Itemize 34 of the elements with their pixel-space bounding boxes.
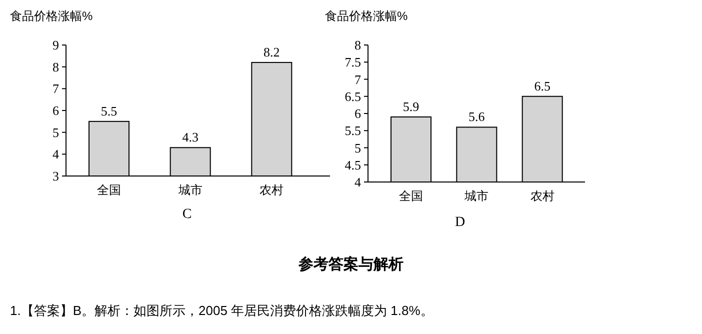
data-label: 6.5 [534, 78, 550, 94]
x-axis-title: C [182, 207, 192, 222]
y-tick-label: 4.5 [344, 157, 361, 172]
y-tick-label: 5 [52, 124, 59, 140]
data-label: 5.9 [402, 98, 420, 114]
x-axis-title: D [454, 215, 466, 230]
x-tick-label: 农村 [260, 183, 284, 197]
y-tick-label: 6 [354, 106, 362, 121]
y-axis-title: 食品价格涨幅% [10, 9, 93, 23]
x-tick-label: 农村 [530, 189, 554, 203]
data-label: 8.2 [264, 44, 280, 60]
data-label: 4.3 [182, 130, 198, 145]
y-tick-label: 6.5 [344, 88, 361, 104]
y-tick-label: 7.5 [344, 54, 361, 70]
y-tick-label: 4 [52, 146, 60, 162]
text: 1.【答案】B。解析：如图所示，2005 年居民消费价格涨跌幅度为 1.8%。 [10, 303, 434, 318]
y-tick-label: 8 [52, 59, 59, 74]
x-tick-label: 城市 [177, 183, 202, 197]
x-tick-label: 城市 [464, 189, 489, 203]
y-tick-label: 3 [52, 168, 59, 184]
text: 参考答案与解析 [298, 255, 404, 273]
y-tick-label: 4 [354, 174, 362, 190]
y-axis-title: 食品价格涨幅% [325, 9, 408, 23]
y-tick-label: 5 [354, 140, 361, 156]
y-tick-label: 9 [52, 38, 59, 52]
data-label: 5.5 [100, 103, 118, 118]
y-tick-label: 5.5 [344, 123, 361, 138]
y-tick-label: 8 [354, 38, 361, 52]
y-tick-label: 7 [354, 72, 362, 87]
y-tick-label: 7 [52, 81, 60, 96]
x-tick-label: 全国 [399, 189, 423, 203]
x-tick-label: 全国 [97, 183, 121, 197]
y-tick-label: 6 [52, 103, 60, 118]
data-label: 5.6 [468, 109, 486, 124]
